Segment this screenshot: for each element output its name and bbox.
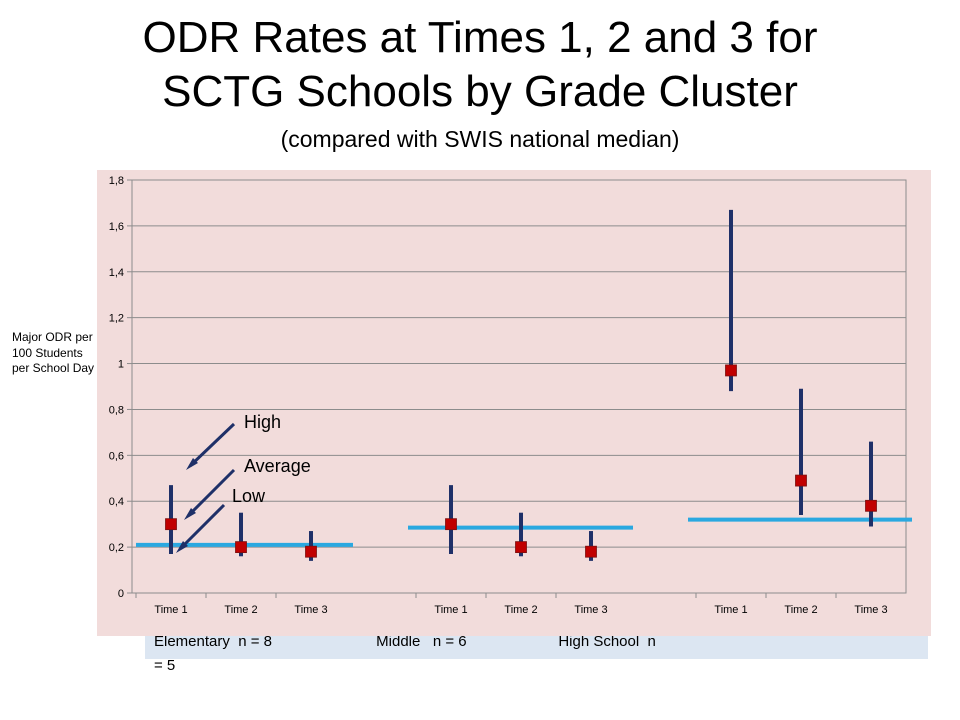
- y-tick-label: 1: [118, 359, 124, 371]
- arrow-low-head: [176, 541, 188, 553]
- x-tick-label: Time 1: [434, 604, 467, 616]
- x-tick-label: Time 2: [504, 604, 537, 616]
- y-tick-label: 0,4: [109, 496, 124, 508]
- arrow-high-head: [186, 458, 198, 470]
- annotation-average: Average: [244, 456, 311, 476]
- arrow-average: [186, 468, 236, 518]
- y-tick-label: 0,6: [109, 450, 124, 462]
- y-tick-label: 0: [118, 588, 124, 600]
- chart-subtitle: (compared with SWIS national median): [280, 126, 680, 152]
- group-labels: Elementary n = 8 Middle n = 6 High Schoo…: [154, 630, 924, 678]
- arrow-average-head: [184, 508, 196, 520]
- arrow-low: [178, 503, 226, 551]
- x-tick-label: Time 1: [714, 604, 747, 616]
- arrow-high: [188, 422, 236, 468]
- national-median-lines: [136, 517, 912, 547]
- average-markers: [165, 364, 877, 558]
- average-marker: [585, 545, 597, 558]
- group-labels-line1: Elementary n = 8 Middle n = 6 High Schoo…: [154, 633, 656, 650]
- annotation-low: Low: [232, 486, 266, 506]
- average-marker: [305, 545, 317, 558]
- annotation-high: High: [244, 412, 282, 432]
- x-tick-label: Time 2: [224, 604, 257, 616]
- annotation-arrows: [176, 422, 236, 553]
- y-tick-label: 1,8: [109, 175, 124, 187]
- group-labels-line2: = 5: [154, 657, 176, 674]
- chart-title-line1: ODR Rates at Times 1, 2 and 3 for: [142, 13, 818, 62]
- x-tick-label: Time 3: [574, 604, 607, 616]
- gridlines: [127, 179, 907, 598]
- y-tick-label: 1,2: [109, 313, 124, 325]
- x-tick-label: Time 2: [784, 604, 817, 616]
- average-marker: [725, 364, 737, 377]
- chart-background: [97, 170, 931, 636]
- y-tick-label: 1,6: [109, 221, 124, 233]
- chart-title-line2: SCTG Schools by Grade Cluster: [162, 67, 798, 116]
- average-marker: [165, 518, 177, 531]
- average-marker: [795, 474, 807, 487]
- average-marker: [515, 541, 527, 554]
- average-marker: [235, 541, 247, 554]
- y-axis-label: Major ODR per 100 Students per School Da…: [12, 330, 95, 375]
- y-tick-labels: 0 0,2 0,4 0,6 0,8 1 1,2 1,4 1,6 1,8: [109, 175, 124, 600]
- x-tick-label: Time 3: [854, 604, 887, 616]
- range-bars: [169, 209, 873, 561]
- y-tick-label: 1,4: [109, 267, 124, 279]
- average-marker: [865, 499, 877, 512]
- average-marker: [445, 518, 457, 531]
- x-tick-label: Time 3: [294, 604, 327, 616]
- y-tick-label: 0,8: [109, 404, 124, 416]
- x-tick-label: Time 1: [154, 604, 187, 616]
- x-tick-labels: Time 1 Time 2 Time 3 Time 1 Time 2 Time 3 Time…: [154, 604, 887, 616]
- y-tick-label: 0,2: [109, 542, 124, 554]
